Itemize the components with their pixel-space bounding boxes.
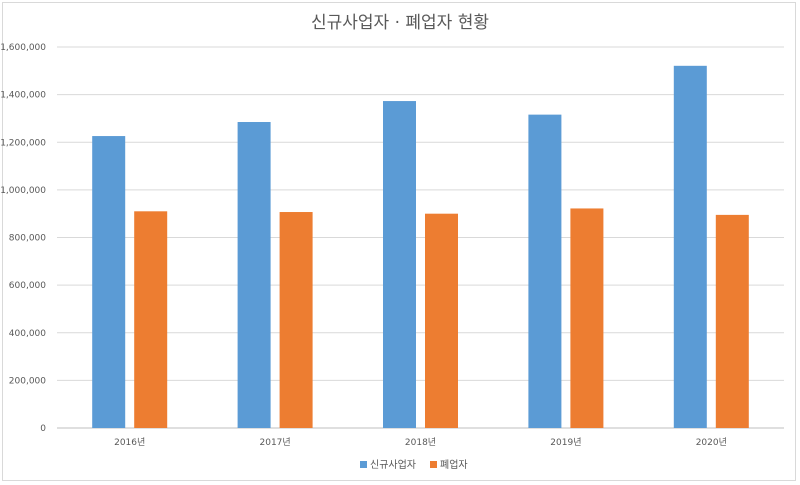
- bar-closed-business-4: [715, 214, 749, 428]
- y-tick-label: 800,000: [9, 234, 46, 244]
- y-axis: 0 200,000 400,000 600,000 800,000 1,000,000 1,…: [0, 43, 46, 434]
- y-tick-label: 600,000: [9, 281, 46, 291]
- bar-new-business-2: [383, 101, 416, 428]
- y-tick-label: 1,000,000: [0, 186, 46, 196]
- x-tick-label: 2016년: [114, 437, 145, 448]
- y-tick-label: 1,600,000: [0, 43, 46, 53]
- bar-closed-business-1: [279, 212, 313, 428]
- bar-new-business-4: [673, 65, 707, 428]
- y-tick-label: 400,000: [9, 329, 46, 339]
- x-axis: 2016년 2017년 2018년 2019년 2020년: [114, 437, 727, 448]
- bar-new-business-1: [237, 122, 271, 429]
- bar-new-business-0: [92, 136, 126, 428]
- bar-closed-business-3: [570, 208, 604, 428]
- y-tick-label: 1,200,000: [0, 138, 46, 148]
- legend-label: 신규사업자: [370, 458, 416, 471]
- bar-closed-business-0: [134, 211, 168, 428]
- y-tick-label: 1,400,000: [0, 91, 46, 101]
- bar-closed-business-2: [425, 213, 458, 428]
- x-tick-label: 2018년: [405, 437, 436, 448]
- legend: 신규사업자 폐업자: [360, 458, 468, 471]
- legend-swatch: [360, 461, 367, 468]
- x-tick-label: 2019년: [550, 437, 581, 448]
- legend-swatch: [430, 461, 437, 468]
- y-tick-label: 0: [40, 424, 46, 434]
- x-tick-label: 2017년: [260, 437, 291, 448]
- gridlines: [57, 46, 784, 429]
- bars: [92, 65, 749, 429]
- chart-title: 신규사업자 · 폐업자 현황: [311, 13, 489, 33]
- legend-label: 폐업자: [440, 458, 468, 471]
- bar-new-business-3: [528, 114, 562, 428]
- y-tick-label: 200,000: [9, 376, 46, 386]
- x-tick-label: 2020년: [696, 437, 727, 448]
